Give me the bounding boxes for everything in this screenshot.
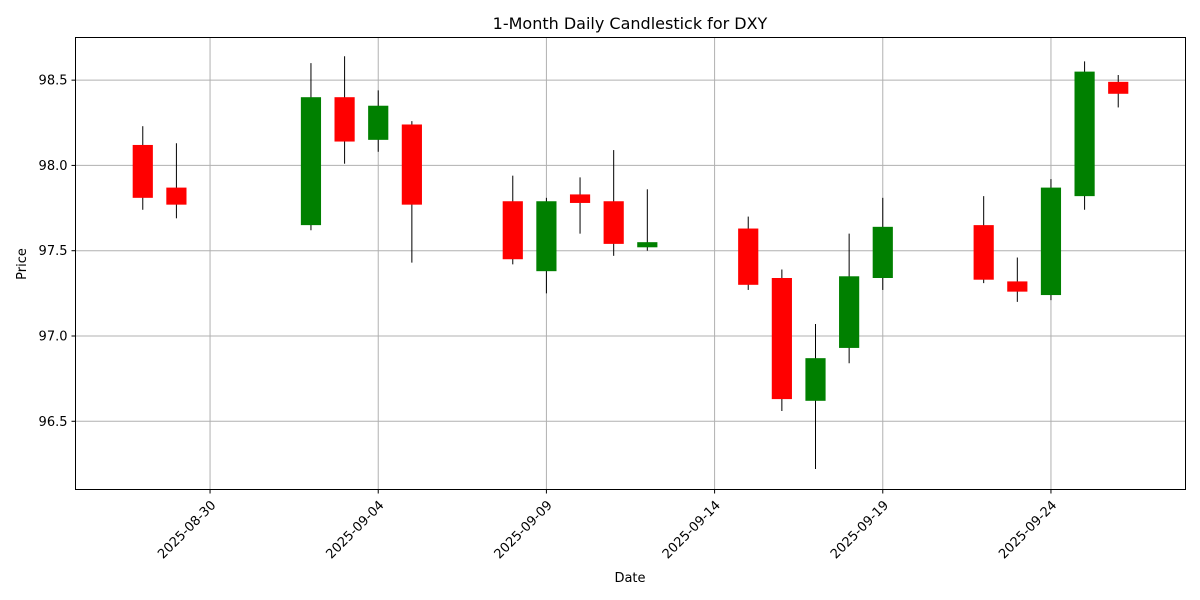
candle-body-down <box>603 201 624 244</box>
candle-body-down <box>1007 281 1028 292</box>
y-tick-label: 98.0 <box>39 159 68 174</box>
y-tick-label: 97.5 <box>39 244 68 259</box>
candle-layer <box>132 56 1129 470</box>
y-tick-label: 98.5 <box>39 74 68 89</box>
candle-body-up <box>536 201 557 272</box>
y-tick-layer: 96.5 97.0 97.5 98.0 98.5 <box>39 74 76 430</box>
candle-body-down <box>166 187 187 205</box>
candle-body-down <box>334 97 355 142</box>
candle-body-down <box>973 225 994 280</box>
candle-body-down <box>738 228 759 285</box>
candle-body-up <box>368 105 389 140</box>
candle-body-down <box>401 124 422 205</box>
candle-body-up <box>1074 71 1095 197</box>
candle-body-up <box>839 276 860 348</box>
y-tick-label: 96.5 <box>39 415 68 430</box>
candle-body-down <box>569 194 591 203</box>
candle-body-up <box>637 242 658 248</box>
candle-body-up <box>300 97 322 226</box>
y-axis-label: Price <box>15 248 30 280</box>
candle-body-down <box>771 277 792 400</box>
candle-body-down <box>132 144 153 198</box>
candle-body-down <box>502 201 523 260</box>
candle-body-down <box>1108 81 1129 94</box>
chart-title: 1-Month Daily Candlestick for DXY <box>493 14 768 33</box>
candle-body-up <box>872 226 893 278</box>
candle-body-up <box>805 358 826 401</box>
y-tick-label: 97.0 <box>39 329 68 344</box>
plot-frame <box>75 37 1186 490</box>
x-axis-label: Date <box>614 571 645 586</box>
candle-body-up <box>1040 187 1062 296</box>
